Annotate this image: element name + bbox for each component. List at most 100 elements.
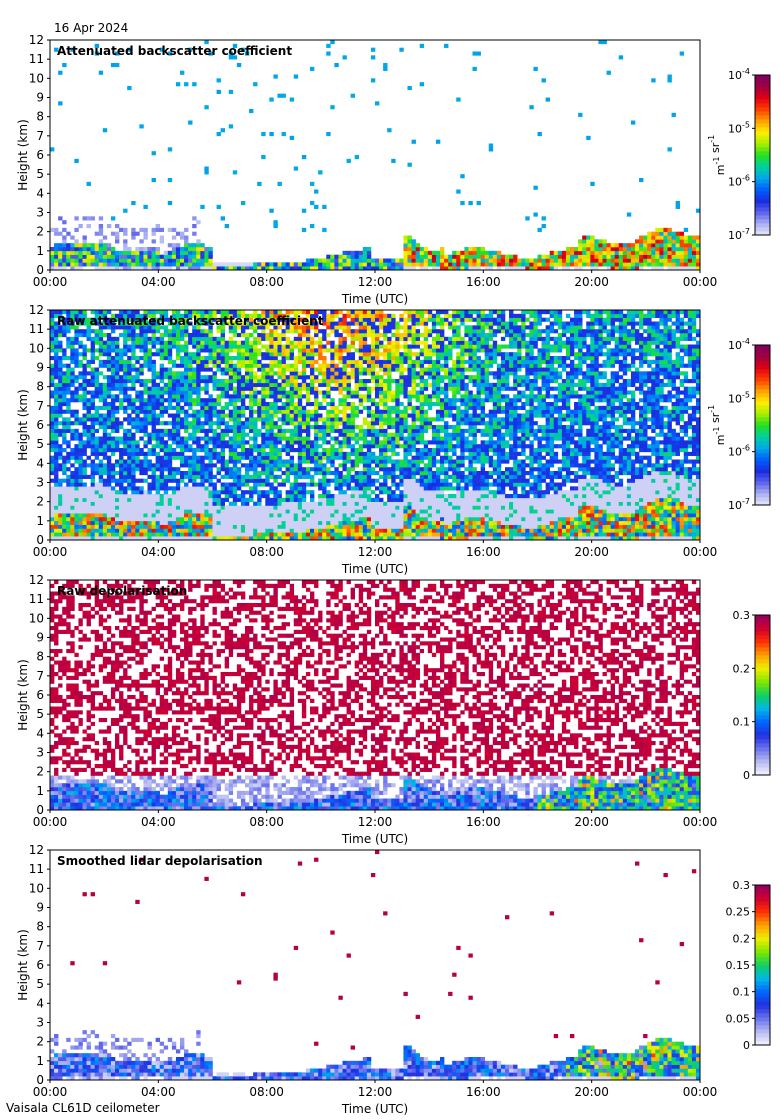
heatmap-cell <box>106 520 112 525</box>
heatmap-cell <box>257 363 262 368</box>
heatmap-cell <box>305 501 311 506</box>
heatmap-cell <box>622 254 628 259</box>
heatmap-cell <box>695 258 701 263</box>
heatmap-cell <box>549 250 555 255</box>
heatmap-cell <box>297 398 303 403</box>
heatmap-cell <box>265 348 270 353</box>
heatmap-cell <box>334 386 339 391</box>
heatmap-cell <box>318 520 323 525</box>
heatmap-cell <box>90 216 95 221</box>
heatmap-cell <box>115 482 120 487</box>
heatmap-cell <box>594 258 599 263</box>
heatmap-cell <box>192 467 197 472</box>
heatmap-cell <box>106 524 112 529</box>
heatmap-cell <box>212 336 217 341</box>
heatmap-cell <box>326 509 331 514</box>
heatmap-cell <box>139 356 144 361</box>
heatmap-cell <box>119 474 124 479</box>
heatmap-cell <box>249 363 254 368</box>
heatmap-cell <box>208 344 213 349</box>
heatmap-cell <box>622 258 628 263</box>
heatmap-cell <box>123 382 128 387</box>
heatmap-cell <box>70 367 75 372</box>
heatmap-cell <box>249 317 254 322</box>
heatmap-cell <box>326 413 331 418</box>
heatmap-cell <box>334 501 339 506</box>
heatmap-cell <box>354 474 360 479</box>
heatmap-cell <box>82 258 87 263</box>
heatmap-cell <box>326 254 331 259</box>
heatmap-cell <box>127 451 132 456</box>
heatmap-cell <box>98 329 104 334</box>
heatmap-cell <box>54 428 59 433</box>
heatmap-cell <box>525 266 530 271</box>
heatmap-cell <box>232 170 238 175</box>
heatmap-cell <box>139 336 144 341</box>
heatmap-cell <box>102 478 108 483</box>
heatmap-cell <box>301 486 307 491</box>
heatmap-cell <box>318 509 323 514</box>
heatmap-cell <box>224 262 230 267</box>
heatmap-cell <box>98 224 104 229</box>
heatmap-cell <box>62 536 67 541</box>
heatmap-cell <box>119 425 124 430</box>
heatmap-cell <box>54 227 59 232</box>
heatmap-cell <box>314 398 319 403</box>
heatmap-cell <box>435 258 441 263</box>
heatmap-cell <box>175 409 181 414</box>
heatmap-cell <box>119 348 124 353</box>
heatmap-cell <box>167 329 173 334</box>
heatmap-cell <box>285 348 290 353</box>
heatmap-cell <box>151 505 156 510</box>
heatmap-cell <box>240 390 246 395</box>
heatmap-cell <box>58 266 63 271</box>
heatmap-cell <box>204 359 209 364</box>
heatmap-cell <box>314 333 319 338</box>
heatmap-cell <box>350 463 355 468</box>
heatmap-cell <box>464 247 469 252</box>
heatmap-cell <box>330 509 335 514</box>
heatmap-cell <box>285 532 290 537</box>
heatmap-cell <box>257 444 262 449</box>
heatmap-cell <box>188 490 193 495</box>
heatmap-cell <box>318 371 323 376</box>
heatmap-cell <box>529 258 534 263</box>
heatmap-cell <box>151 474 156 479</box>
heatmap-cell <box>265 474 270 479</box>
heatmap-cell <box>281 333 286 338</box>
heatmap-cell <box>228 266 234 271</box>
heatmap-cell <box>322 356 327 361</box>
heatmap-cell <box>184 379 189 384</box>
heatmap-cell <box>119 528 124 533</box>
heatmap-cell <box>115 501 120 506</box>
heatmap-cell <box>50 417 55 422</box>
heatmap-cell <box>119 467 124 472</box>
heatmap-cell <box>74 444 79 449</box>
heatmap-cell <box>338 398 343 403</box>
heatmap-cell <box>131 528 136 533</box>
heatmap-cell <box>342 432 347 437</box>
heatmap-cell <box>362 266 368 271</box>
heatmap-cell <box>444 254 449 259</box>
heatmap-cell <box>245 490 250 495</box>
heatmap-cell <box>326 528 331 533</box>
heatmap-cell <box>582 239 587 244</box>
heatmap-cell <box>171 494 177 499</box>
heatmap-cell <box>671 231 676 236</box>
heatmap-cell <box>285 336 290 341</box>
heatmap-cell <box>58 528 63 533</box>
heatmap-cell <box>334 448 339 453</box>
heatmap-cell <box>606 266 611 271</box>
heatmap-cell <box>496 258 502 263</box>
heatmap-cell <box>273 340 278 345</box>
heatmap-cell <box>102 482 108 487</box>
heatmap-cell <box>305 386 311 391</box>
heatmap-cell <box>180 448 185 453</box>
heatmap-cell <box>86 250 91 255</box>
heatmap-cell <box>330 258 335 263</box>
heatmap-cell <box>58 340 63 345</box>
heatmap-cell <box>236 340 242 345</box>
heatmap-cell <box>184 505 189 510</box>
heatmap-cell <box>163 451 169 456</box>
heatmap-cell <box>200 478 205 483</box>
